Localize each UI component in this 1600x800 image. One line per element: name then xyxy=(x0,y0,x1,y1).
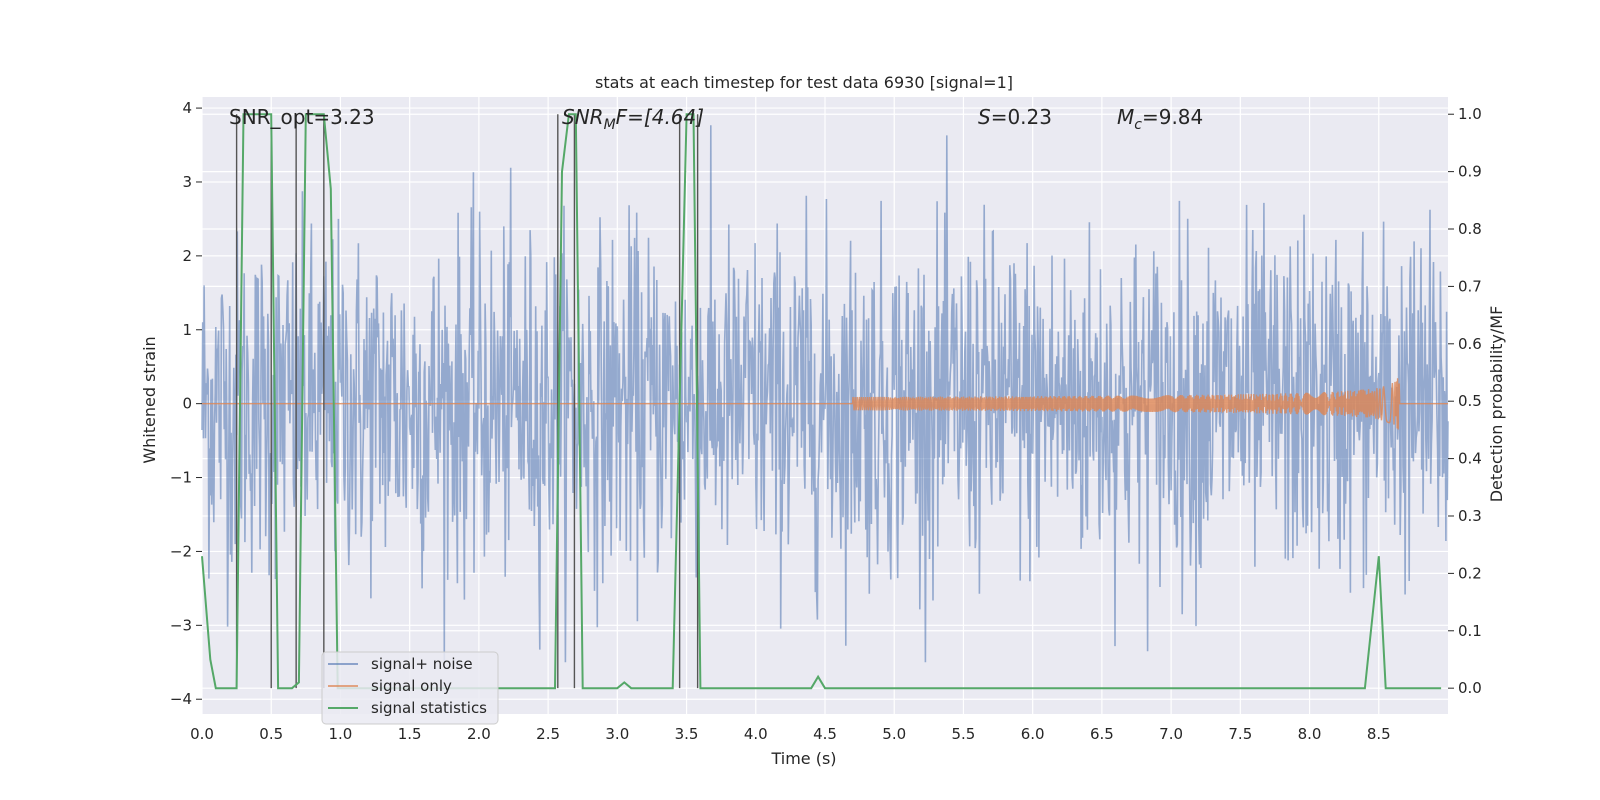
right-y-tick-label: 0.5 xyxy=(1458,392,1482,410)
signal-statistics-line xyxy=(201,113,1442,690)
x-tick-label: 5.0 xyxy=(882,725,906,743)
snr-opt-annotation: SNR_opt=3.23 xyxy=(229,105,375,129)
y-tick-label: 4 xyxy=(182,99,192,117)
y-tick-label: −2 xyxy=(170,542,192,560)
signal-only-line xyxy=(202,378,1448,430)
right-y-axis-label: Detection probability/MF xyxy=(1487,306,1506,503)
right-y-tick-label: 0.6 xyxy=(1458,335,1482,353)
x-tick-label: 6.0 xyxy=(1021,725,1045,743)
right-y-tick-label: 1.0 xyxy=(1458,105,1482,123)
x-tick-label: 3.5 xyxy=(675,725,699,743)
legend-label-signal: signal only xyxy=(371,677,452,695)
right-y-tick-label: 0.2 xyxy=(1458,564,1482,582)
legend-box xyxy=(321,651,499,725)
signal-statistics-series xyxy=(201,113,1442,690)
x-tick-label: 6.5 xyxy=(1090,725,1114,743)
right-y-tick-label: 0.0 xyxy=(1458,679,1482,697)
y-axis-ticks: −4 −3 −2 −1 0 1 2 3 4 xyxy=(170,99,202,708)
x-tick-label: 1.0 xyxy=(329,725,353,743)
x-tick-label: 7.0 xyxy=(1159,725,1183,743)
y-axis-label: Whitened strain xyxy=(140,336,159,463)
legend: signal+ noise signal only signal statist… xyxy=(321,651,499,725)
y-tick-label: −1 xyxy=(170,469,192,487)
signal-only-series xyxy=(202,378,1448,430)
y-tick-label: 0 xyxy=(182,395,192,413)
x-axis-ticks: 0.0 0.5 1.0 1.5 2.0 2.5 3.0 3.5 4.0 4.5 5.0 5.5 6.0 6… xyxy=(190,725,1391,743)
mc-annotation: Mc=9.84 xyxy=(1117,105,1203,133)
right-y-tick-label: 0.8 xyxy=(1458,220,1482,238)
chart-title: stats at each timestep for test data 693… xyxy=(595,73,1013,92)
x-tick-label: 4.0 xyxy=(744,725,768,743)
s-annotation: S=0.23 xyxy=(978,105,1052,129)
legend-label-noise: signal+ noise xyxy=(371,655,473,673)
y-tick-label: 2 xyxy=(182,247,192,265)
x-tick-label: 0.5 xyxy=(259,725,283,743)
y-tick-label: −4 xyxy=(170,690,192,708)
legend-label-stats: signal statistics xyxy=(371,699,487,717)
y-tick-label: 3 xyxy=(182,173,192,191)
x-tick-label: 3.0 xyxy=(605,725,629,743)
right-y-axis-ticks: 0.0 0.1 0.2 0.3 0.4 0.5 0.6 0.7 0.8 0.9 1.0 xyxy=(1448,105,1482,697)
right-y-tick-label: 0.4 xyxy=(1458,450,1482,468)
y-tick-label: −3 xyxy=(170,616,192,634)
x-tick-label: 2.5 xyxy=(536,725,560,743)
x-tick-label: 8.0 xyxy=(1298,725,1322,743)
right-y-tick-label: 0.3 xyxy=(1458,507,1482,525)
x-tick-label: 4.5 xyxy=(813,725,837,743)
right-y-tick-label: 0.9 xyxy=(1458,163,1482,181)
x-tick-label: 5.5 xyxy=(952,725,976,743)
x-tick-label: 7.5 xyxy=(1228,725,1252,743)
x-tick-label: 8.5 xyxy=(1367,725,1391,743)
x-tick-label: 0.0 xyxy=(190,725,214,743)
right-y-tick-label: 0.7 xyxy=(1458,277,1482,295)
x-tick-label: 1.5 xyxy=(398,725,422,743)
snr-mf-annotation: SNRMF=[4.64] xyxy=(562,105,704,133)
y-tick-label: 1 xyxy=(182,321,192,339)
right-y-tick-label: 0.1 xyxy=(1458,622,1482,640)
x-axis-label: Time (s) xyxy=(770,749,836,768)
x-tick-label: 2.0 xyxy=(467,725,491,743)
